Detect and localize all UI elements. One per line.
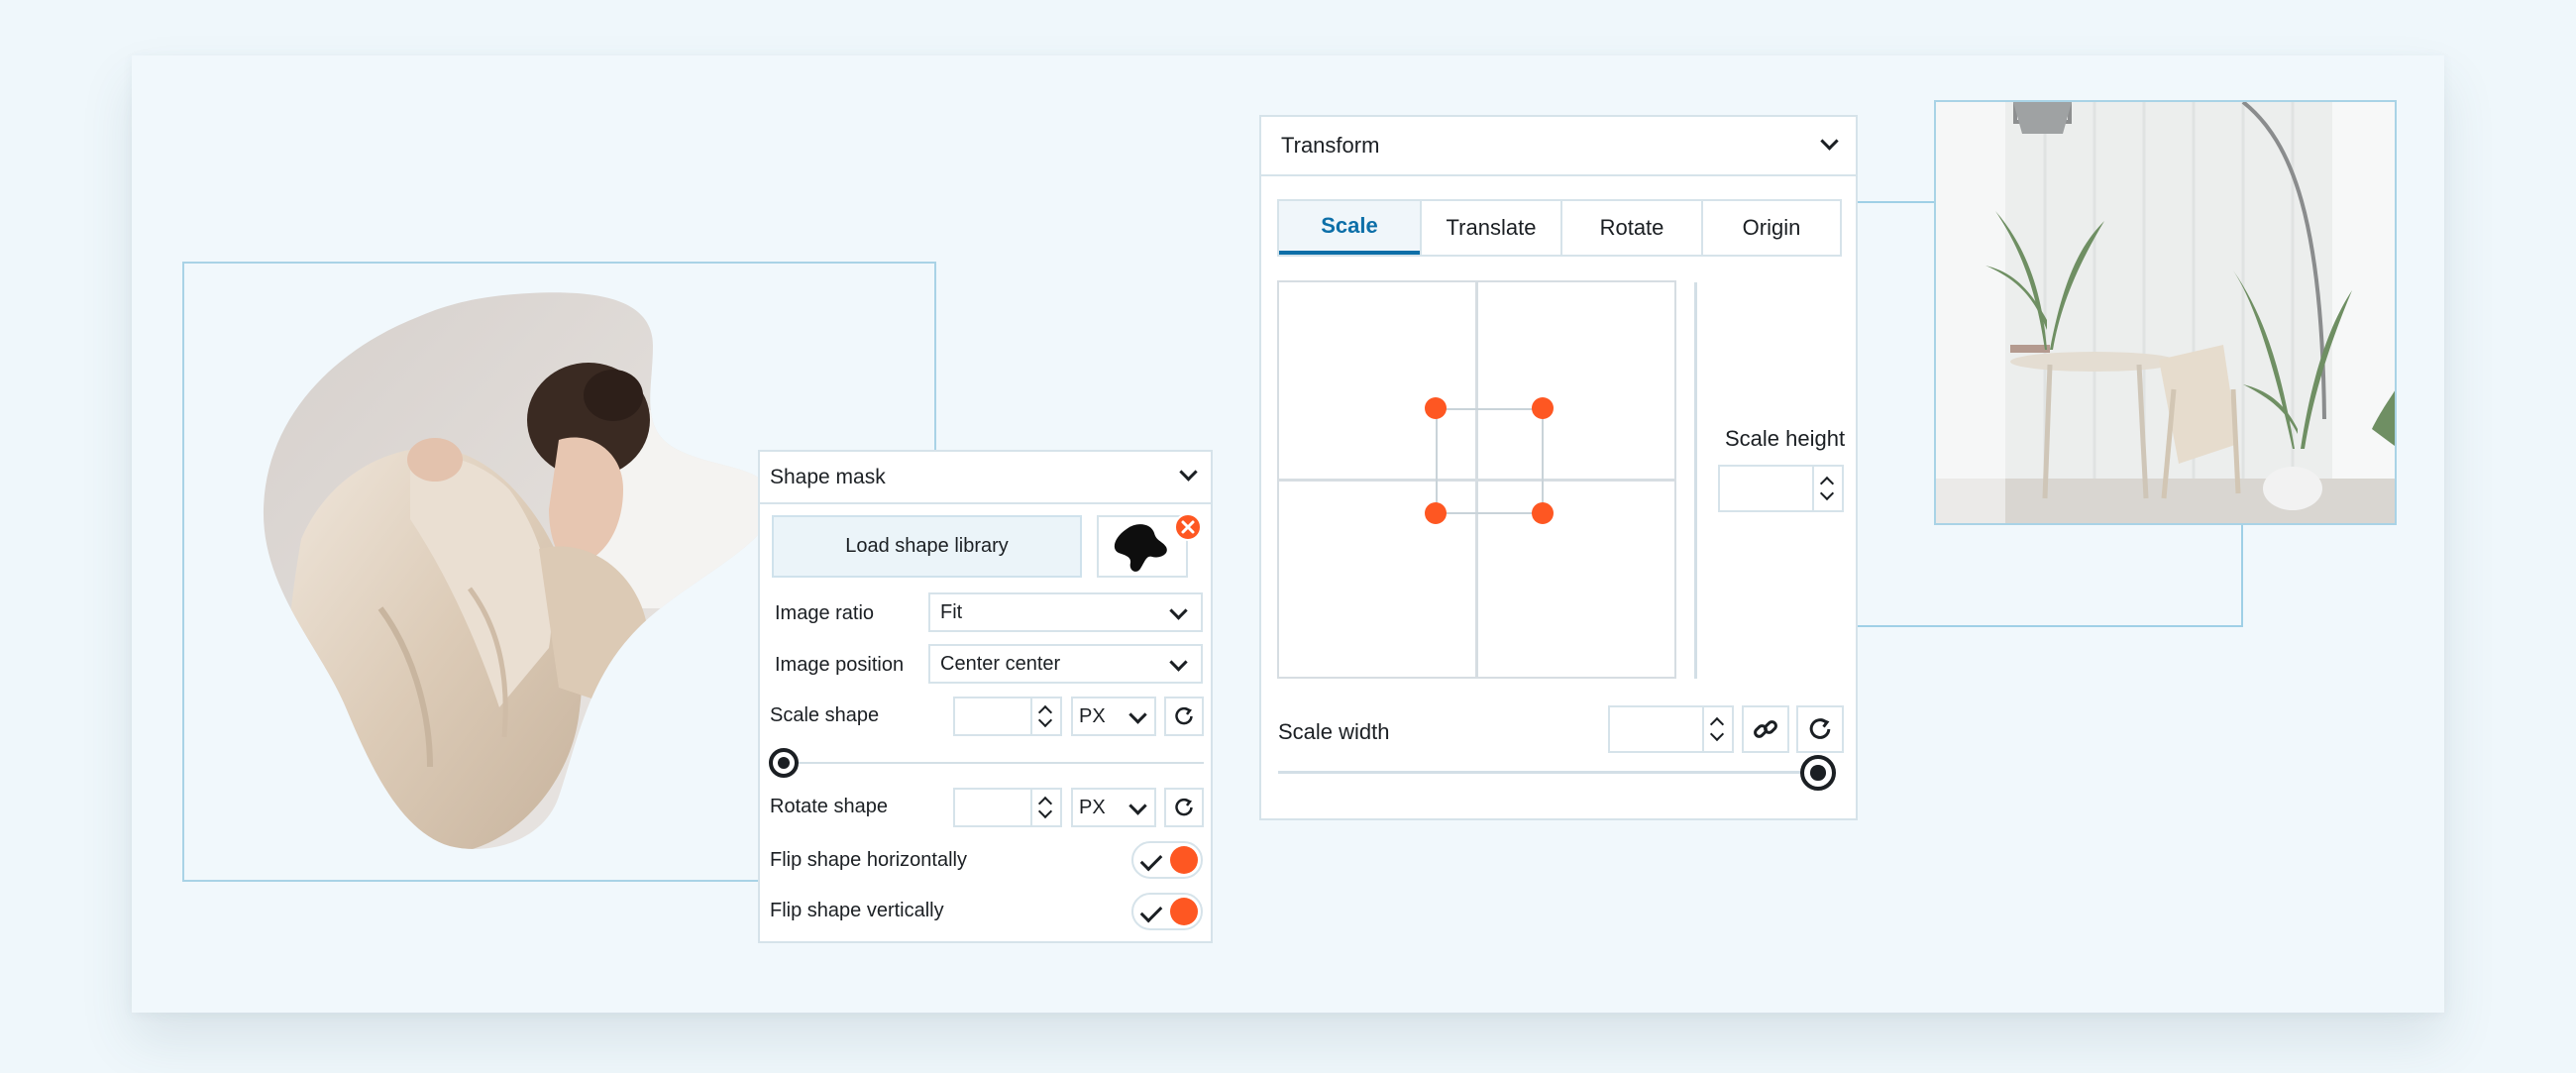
scale-height-label: Scale height <box>1725 426 1846 451</box>
rotate-shape-label: Rotate shape <box>770 796 888 817</box>
flip-horizontal-label: Flip shape horizontally <box>770 849 967 871</box>
load-shape-library-label: Load shape library <box>845 535 1009 557</box>
flip-vertical-toggle[interactable] <box>1131 893 1203 930</box>
tab-translate[interactable]: Translate <box>1420 201 1560 255</box>
scale-box-edge <box>1436 512 1543 514</box>
shape-mask-header[interactable]: Shape mask <box>760 452 1211 504</box>
reset-rotate-shape-button[interactable] <box>1164 788 1204 827</box>
check-icon <box>1139 848 1163 872</box>
connector-line <box>1856 201 1935 203</box>
flip-horizontal-toggle[interactable] <box>1131 841 1203 879</box>
tab-origin[interactable]: Origin <box>1701 201 1840 255</box>
chevron-down-icon[interactable] <box>1709 726 1725 742</box>
chevron-down-icon <box>1128 797 1147 815</box>
reset-icon <box>1175 706 1193 725</box>
flip-vertical-label: Flip shape vertically <box>770 900 944 921</box>
chevron-down-icon[interactable] <box>1819 485 1835 501</box>
image-ratio-value: Fit <box>940 600 963 623</box>
scale-width-stepper[interactable] <box>1702 707 1732 751</box>
transform-title: Transform <box>1281 133 1380 158</box>
link-icon <box>1754 720 1777 738</box>
reset-icon <box>1809 718 1831 739</box>
chevron-down-icon <box>1128 705 1147 724</box>
scale-shape-stepper[interactable] <box>1030 698 1060 734</box>
shape-mask-panel: Shape mask Load shape library Image rati… <box>758 450 1213 943</box>
link-dimensions-button[interactable] <box>1742 705 1789 753</box>
scale-shape-slider-handle[interactable] <box>769 748 799 778</box>
reset-icon <box>1175 798 1193 816</box>
scale-width-slider-handle[interactable] <box>1800 755 1836 791</box>
connector-line <box>1856 625 2242 627</box>
rotate-shape-input[interactable] <box>953 788 1062 827</box>
scale-shape-slider-track[interactable] <box>788 762 1204 764</box>
scale-shape-label: Scale shape <box>770 704 880 726</box>
scale-handle-bottom-left[interactable] <box>1425 502 1447 524</box>
grid-line <box>1279 479 1674 482</box>
image-ratio-label: Image ratio <box>775 602 875 624</box>
transform-tabs: Scale Translate Rotate Origin <box>1277 199 1842 257</box>
toggle-knob <box>1170 898 1198 925</box>
scale-box-edge <box>1542 408 1544 513</box>
scale-width-slider-track[interactable] <box>1278 771 1813 774</box>
scale-width-label: Scale width <box>1278 719 1390 744</box>
check-icon <box>1139 900 1163 923</box>
blob-shape-icon <box>1114 524 1167 572</box>
scale-shape-unit-select[interactable]: PX <box>1071 697 1156 736</box>
rotate-shape-unit-select[interactable]: PX <box>1071 788 1156 827</box>
scale-height-slider-track[interactable] <box>1694 282 1697 679</box>
masked-image <box>262 291 777 854</box>
close-icon[interactable] <box>1174 513 1202 541</box>
shape-mask-title: Shape mask <box>770 465 886 488</box>
toggle-knob <box>1170 846 1198 874</box>
scale-box-edge <box>1436 408 1438 513</box>
image-position-select[interactable]: Center center <box>928 644 1203 684</box>
image-position-label: Image position <box>775 654 905 676</box>
chevron-down-icon <box>1169 653 1188 672</box>
scale-width-input[interactable] <box>1608 705 1734 753</box>
reset-scale-shape-button[interactable] <box>1164 697 1204 736</box>
tab-scale[interactable]: Scale <box>1279 201 1420 255</box>
scale-handle-top-right[interactable] <box>1532 397 1554 419</box>
transform-panel: Transform Scale Translate Rotate Origin … <box>1259 115 1858 820</box>
scale-shape-unit: PX <box>1079 704 1106 727</box>
scale-box-edge <box>1436 408 1543 410</box>
scale-handle-bottom-right[interactable] <box>1532 502 1554 524</box>
image-position-value: Center center <box>940 652 1061 675</box>
chevron-down-icon[interactable] <box>1179 463 1198 482</box>
image-ratio-select[interactable]: Fit <box>928 592 1203 632</box>
shape-preview[interactable] <box>1097 515 1188 578</box>
scale-shape-input[interactable] <box>953 697 1062 736</box>
scale-preview-grid[interactable] <box>1277 280 1676 679</box>
transform-header[interactable]: Transform <box>1261 117 1856 176</box>
scale-height-stepper[interactable] <box>1812 467 1842 510</box>
reset-scale-width-button[interactable] <box>1796 705 1844 753</box>
rotate-shape-unit: PX <box>1079 796 1106 818</box>
rotate-shape-stepper[interactable] <box>1030 790 1060 825</box>
chevron-down-icon[interactable] <box>1820 132 1839 151</box>
scale-height-input[interactable] <box>1718 465 1844 512</box>
scale-handle-top-left[interactable] <box>1425 397 1447 419</box>
tab-rotate[interactable]: Rotate <box>1560 201 1701 255</box>
room-photo <box>1934 100 2397 525</box>
connector-line <box>2241 523 2243 627</box>
load-shape-library-button[interactable]: Load shape library <box>772 515 1082 578</box>
chevron-down-icon <box>1169 601 1188 620</box>
